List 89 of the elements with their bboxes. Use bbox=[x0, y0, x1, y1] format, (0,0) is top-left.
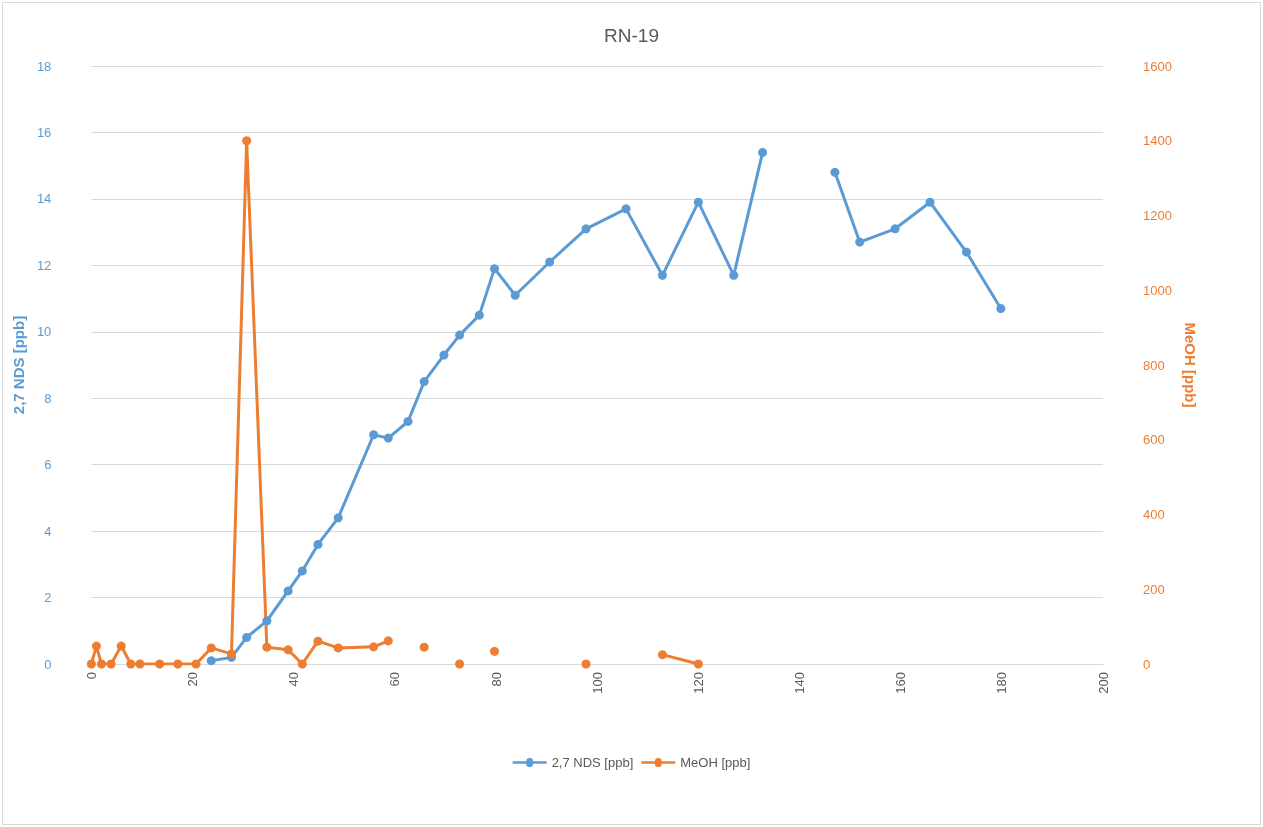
point bbox=[126, 659, 136, 669]
y2-tick-label: 600 bbox=[1143, 432, 1165, 448]
point bbox=[830, 167, 840, 177]
point bbox=[657, 650, 667, 660]
point bbox=[297, 566, 307, 576]
x-tick-label: 0 bbox=[83, 672, 99, 680]
point bbox=[510, 290, 520, 300]
y-tick-label: 12 bbox=[36, 257, 52, 273]
y-tick-label: 8 bbox=[44, 390, 52, 406]
point bbox=[283, 586, 293, 596]
point bbox=[313, 539, 323, 549]
y2-tick-label: 1400 bbox=[1143, 133, 1172, 149]
y2-tick-label: 200 bbox=[1143, 581, 1165, 597]
y2-tick-label: 1000 bbox=[1143, 282, 1172, 298]
point bbox=[313, 636, 323, 646]
y2-axis-title: MeOH [ppb] bbox=[1181, 322, 1199, 408]
point bbox=[474, 310, 484, 320]
point bbox=[96, 659, 106, 669]
x-tick-label: 100 bbox=[589, 672, 605, 694]
y2-tick-label: 1600 bbox=[1143, 58, 1172, 74]
y2-tick-label: 0 bbox=[1143, 656, 1151, 672]
point bbox=[693, 197, 703, 207]
point bbox=[490, 264, 499, 274]
point bbox=[439, 350, 449, 360]
point bbox=[333, 643, 343, 653]
y-tick-label: 6 bbox=[44, 457, 52, 473]
x-tick-label: 80 bbox=[488, 672, 504, 687]
point bbox=[262, 616, 272, 626]
point bbox=[581, 659, 591, 669]
y-tick-label: 2 bbox=[44, 590, 52, 606]
point bbox=[106, 659, 116, 669]
point bbox=[369, 430, 379, 440]
point bbox=[369, 642, 379, 652]
x-tick-label: 160 bbox=[893, 672, 909, 694]
point bbox=[242, 632, 252, 642]
point bbox=[419, 642, 429, 652]
point bbox=[581, 224, 591, 234]
x-tick-label: 40 bbox=[286, 672, 302, 687]
point bbox=[191, 659, 201, 669]
y-tick-label: 0 bbox=[44, 656, 52, 672]
y-tick-label: 16 bbox=[36, 124, 52, 140]
point bbox=[383, 433, 393, 443]
x-tick-label: 200 bbox=[1095, 672, 1111, 694]
x-tick-label: 20 bbox=[185, 672, 201, 687]
point bbox=[242, 136, 252, 146]
point bbox=[262, 642, 272, 652]
point bbox=[890, 224, 900, 234]
y2-tick-label: 800 bbox=[1143, 357, 1165, 373]
point bbox=[455, 659, 465, 669]
point bbox=[206, 656, 216, 666]
point bbox=[961, 247, 971, 257]
y-axis-title: 2,7 NDS [ppb] bbox=[10, 315, 27, 415]
point bbox=[621, 204, 631, 214]
x-tick-label: 60 bbox=[387, 672, 403, 687]
point bbox=[333, 513, 343, 523]
y2-tick-label: 400 bbox=[1143, 507, 1165, 522]
legend-label: 2,7 NDS [ppb] bbox=[551, 755, 634, 770]
point bbox=[758, 147, 768, 157]
point bbox=[155, 659, 165, 669]
point bbox=[455, 330, 465, 340]
point bbox=[403, 416, 413, 426]
point bbox=[657, 270, 667, 280]
point bbox=[693, 659, 703, 669]
point bbox=[86, 659, 96, 669]
y2-tick-label: 1200 bbox=[1143, 208, 1172, 223]
point bbox=[116, 641, 126, 651]
point bbox=[996, 304, 1006, 314]
x-tick-label: 120 bbox=[690, 672, 706, 694]
point bbox=[925, 197, 935, 207]
point bbox=[283, 645, 293, 655]
point bbox=[729, 270, 739, 280]
point bbox=[419, 377, 429, 387]
point bbox=[173, 659, 183, 669]
point bbox=[855, 237, 865, 247]
legend-label: MeOH [ppb] bbox=[680, 755, 751, 770]
point bbox=[383, 636, 393, 646]
chart-title: RN-19 bbox=[604, 25, 659, 46]
x-tick-label: 180 bbox=[994, 672, 1010, 694]
point bbox=[91, 641, 101, 651]
point bbox=[490, 646, 499, 656]
y-tick-label: 18 bbox=[36, 58, 52, 74]
y-tick-label: 4 bbox=[44, 523, 52, 539]
y-tick-label: 10 bbox=[36, 324, 52, 340]
point bbox=[135, 659, 145, 669]
point bbox=[206, 643, 216, 653]
y-tick-label: 14 bbox=[36, 191, 52, 207]
x-tick-label: 140 bbox=[792, 672, 808, 694]
point bbox=[297, 659, 307, 669]
point bbox=[545, 257, 555, 267]
